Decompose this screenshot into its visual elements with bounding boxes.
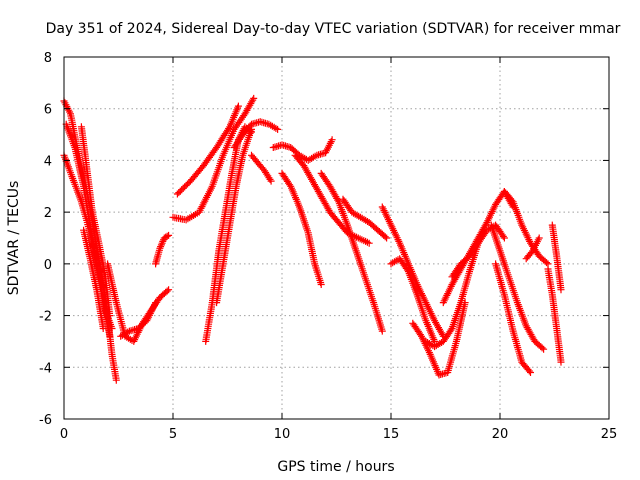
data-point — [500, 234, 508, 242]
x-tick-label: 15 — [383, 427, 400, 442]
data-point — [328, 136, 336, 144]
data-point — [266, 175, 274, 183]
data-point — [234, 102, 242, 110]
series-arc-12 — [213, 125, 255, 307]
y-tick-label: -2 — [39, 310, 52, 325]
data-point — [499, 232, 507, 240]
data-point — [272, 124, 280, 132]
x-tick-label: 25 — [601, 427, 618, 442]
data-point — [527, 369, 534, 376]
data-point — [557, 358, 565, 366]
axis-ticks: 0 5 10 15 20 25 -6 -4 -2 0 2 4 6 8 — [39, 51, 617, 442]
series-arc-19 — [339, 195, 391, 242]
series-arc-10 — [173, 102, 242, 198]
x-axis-label: GPS time / hours — [277, 459, 394, 475]
series-arc-20 — [378, 203, 447, 340]
y-axis-label: SDTVAR / TECUs — [6, 181, 22, 296]
x-tick-label: 5 — [169, 427, 177, 442]
series-arc-16 — [278, 169, 325, 288]
series-arc-5 — [80, 226, 107, 332]
series-arc-13 — [230, 118, 282, 151]
data-point — [525, 367, 533, 375]
data-point — [156, 244, 164, 252]
data-point — [274, 125, 282, 133]
y-tick-label: 4 — [44, 154, 52, 169]
y-tick-label: 8 — [44, 51, 52, 66]
y-tick-label: 2 — [44, 206, 52, 221]
data-point — [165, 231, 173, 239]
data-point — [447, 326, 455, 334]
series-arc-27 — [492, 260, 534, 376]
x-tick-label: 20 — [492, 427, 509, 442]
data-point — [365, 239, 373, 247]
plot-frame — [63, 56, 610, 420]
data-point — [225, 125, 233, 132]
data-point — [106, 312, 114, 320]
series-arc-11 — [202, 123, 255, 345]
data-point — [159, 237, 167, 245]
data-point — [124, 328, 132, 336]
data-point — [250, 94, 258, 102]
data-point — [99, 325, 107, 332]
data-point — [334, 196, 342, 204]
data-point — [163, 232, 171, 240]
series-arc-31 — [548, 221, 565, 294]
y-tick-label: 6 — [44, 103, 52, 118]
data-point — [378, 327, 386, 335]
data-point — [403, 266, 411, 274]
series-arc-21 — [387, 255, 439, 345]
data-point — [381, 233, 389, 241]
series-arc-29 — [522, 234, 543, 263]
data-points-layer — [60, 94, 565, 384]
series-arc-6 — [104, 260, 173, 345]
series-arc-14 — [248, 151, 275, 185]
data-point — [317, 281, 325, 288]
data-point — [163, 287, 171, 295]
data-point — [152, 299, 160, 307]
data-point — [165, 286, 173, 294]
y-tick-label: -4 — [39, 361, 52, 376]
data-point — [535, 234, 543, 242]
data-point — [249, 96, 257, 104]
series-arc-25 — [448, 221, 508, 281]
data-point — [267, 177, 275, 185]
series-arc-7 — [117, 299, 160, 340]
data-point — [157, 241, 165, 249]
series-arc-30 — [544, 265, 565, 366]
series-arc-18 — [317, 169, 386, 335]
y-tick-label: -6 — [39, 413, 52, 428]
data-point — [157, 243, 165, 251]
data-point — [543, 259, 550, 267]
data-point — [383, 234, 391, 242]
series-arc-4 — [77, 123, 114, 320]
data-point — [540, 345, 548, 353]
data-point — [106, 332, 114, 340]
data-point — [557, 286, 565, 294]
data-point — [538, 344, 546, 352]
series-arc-17 — [291, 151, 373, 247]
series-arc-26 — [487, 221, 548, 353]
data-point — [112, 376, 120, 384]
x-tick-label: 10 — [274, 427, 291, 442]
x-tick-label: 0 — [60, 427, 68, 442]
series-arc-9 — [169, 94, 258, 224]
chart-title: Day 351 of 2024, Sidereal Day-to-day VTE… — [46, 21, 621, 37]
y-tick-label: 0 — [44, 258, 52, 273]
series-arc-8 — [152, 231, 173, 268]
series-arc-15 — [269, 136, 336, 164]
